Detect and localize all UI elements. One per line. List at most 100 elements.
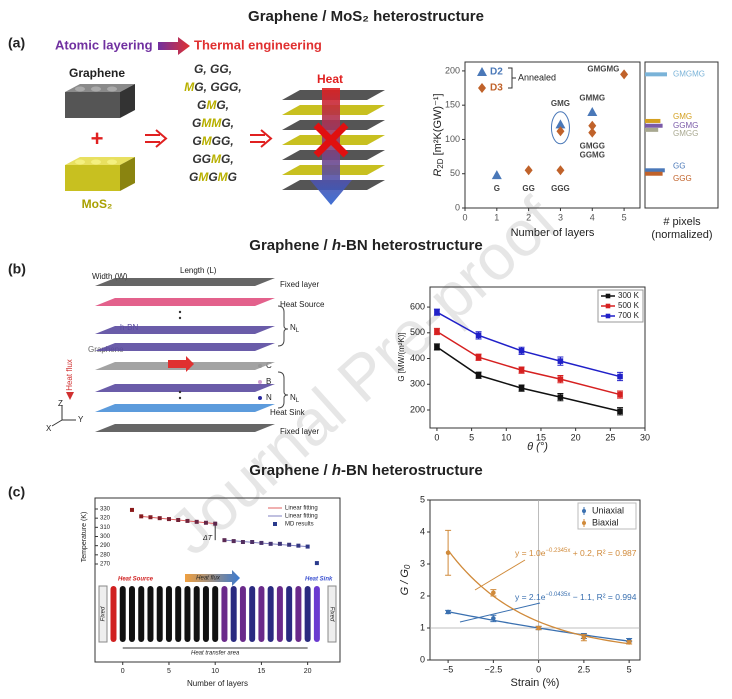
y-tick-label: 270 (100, 562, 111, 568)
marker (617, 373, 623, 380)
marker (536, 625, 541, 631)
x-tick-label: −5 (443, 664, 453, 674)
label: Heat Source (118, 577, 154, 583)
hist-label: GGG (673, 174, 692, 183)
atom-column (239, 586, 246, 642)
graphene-block (65, 84, 135, 118)
fit-equation: y = 2.1e−0.0435x − 1.1, R² = 0.994 (515, 592, 637, 603)
marker (556, 165, 565, 176)
y-axis-label-part: [m²K(GW)⁻¹] (432, 93, 444, 158)
x-axis-label: Strain (%) (511, 677, 560, 689)
x-tick-label: 0 (121, 668, 125, 675)
hist-bar (645, 168, 665, 173)
x-tick-label: 10 (211, 668, 219, 675)
marker (557, 394, 564, 400)
hist-label: GMGMG (673, 69, 705, 78)
atom-column (267, 586, 274, 642)
sequence: GMGMG (189, 170, 237, 184)
x-axis-label: Number of layers (187, 679, 248, 688)
marker (588, 120, 597, 131)
hist-label: GG (673, 161, 685, 170)
y-tick-label: 600 (410, 301, 425, 311)
panel-title: Graphene / MoS₂ heterostructure (248, 8, 484, 25)
marker (587, 107, 598, 117)
atom-column (295, 586, 302, 642)
x-tick-label: 3 (558, 212, 563, 222)
atom-column (175, 586, 182, 642)
label: Heat Sink (270, 408, 306, 417)
marker (582, 521, 586, 525)
hist-label: GMGG (673, 129, 698, 138)
layer (95, 298, 275, 306)
x-tick-label: 30 (640, 432, 650, 442)
atom-column (230, 586, 237, 642)
atom-column (249, 586, 256, 642)
hist-frame (644, 61, 719, 209)
legend-label: 700 K (618, 311, 640, 320)
label: B (266, 377, 271, 386)
x-tick-label: 2 (526, 212, 531, 222)
fit-equation-part: y = 1.0e (515, 548, 546, 558)
marker (491, 590, 496, 596)
marker (176, 518, 181, 522)
legend-dot (258, 396, 262, 400)
label: NL (290, 323, 300, 333)
panel-title: Graphene / h-BN heterostructure (249, 462, 482, 479)
plot-frame (429, 499, 641, 661)
y-tick-label: 50 (450, 168, 460, 178)
hist-bar (645, 171, 663, 176)
atom-column (184, 586, 191, 642)
atom-column (165, 586, 172, 642)
y-axis-label-part: G / G (399, 569, 411, 596)
atom-column (304, 586, 311, 642)
panel-label: (a) (8, 35, 25, 51)
marker (605, 293, 611, 299)
marker (277, 541, 282, 546)
ellipsis-dot (178, 310, 182, 314)
marker (240, 540, 245, 544)
fixed-block (327, 585, 337, 643)
atom-column (156, 586, 163, 642)
y-axis-label-part: 0 (403, 564, 412, 569)
legend-label: 300 K (618, 291, 640, 300)
marker (157, 516, 162, 521)
marker (445, 550, 451, 556)
atom-column (276, 586, 283, 642)
marker (231, 539, 236, 544)
marker (445, 609, 451, 615)
atom-column (221, 586, 228, 642)
atom-column (258, 586, 265, 642)
annotation-arrow (459, 602, 541, 623)
marker (434, 344, 440, 350)
marker (305, 544, 310, 549)
x-tick-label: 0 (462, 212, 467, 222)
marker (194, 519, 199, 524)
y-tick-label: 0 (455, 202, 460, 212)
legend-label: Linear fitting (285, 506, 318, 512)
fit-equation-part: − 1.1, R² = 0.994 (570, 592, 636, 602)
x-tick-label: 15 (536, 432, 546, 442)
fit-equation-part: −0.0435x (545, 592, 570, 598)
marker (296, 543, 301, 548)
label: Heat flux (65, 359, 74, 391)
sequence: G, GG, (194, 62, 232, 76)
legend-dot (258, 380, 262, 384)
legend-label: Uniaxial (592, 505, 624, 515)
marker (148, 515, 153, 520)
plus: + (91, 126, 104, 151)
series-line (436, 346, 621, 413)
hist-bar (645, 72, 667, 77)
sequence: MG, GGG, (184, 80, 241, 94)
marker (250, 540, 255, 544)
implies-arrow (145, 129, 168, 148)
plot-frame (429, 286, 646, 429)
caption: Thermal engineering (194, 37, 322, 52)
coordinate-axes (51, 405, 76, 427)
y-tick-label: 300 (100, 534, 111, 540)
atom-column (147, 586, 154, 642)
highlight (550, 111, 570, 145)
fixed-block (98, 585, 108, 643)
point-label: G (494, 184, 500, 193)
marker (491, 616, 496, 621)
